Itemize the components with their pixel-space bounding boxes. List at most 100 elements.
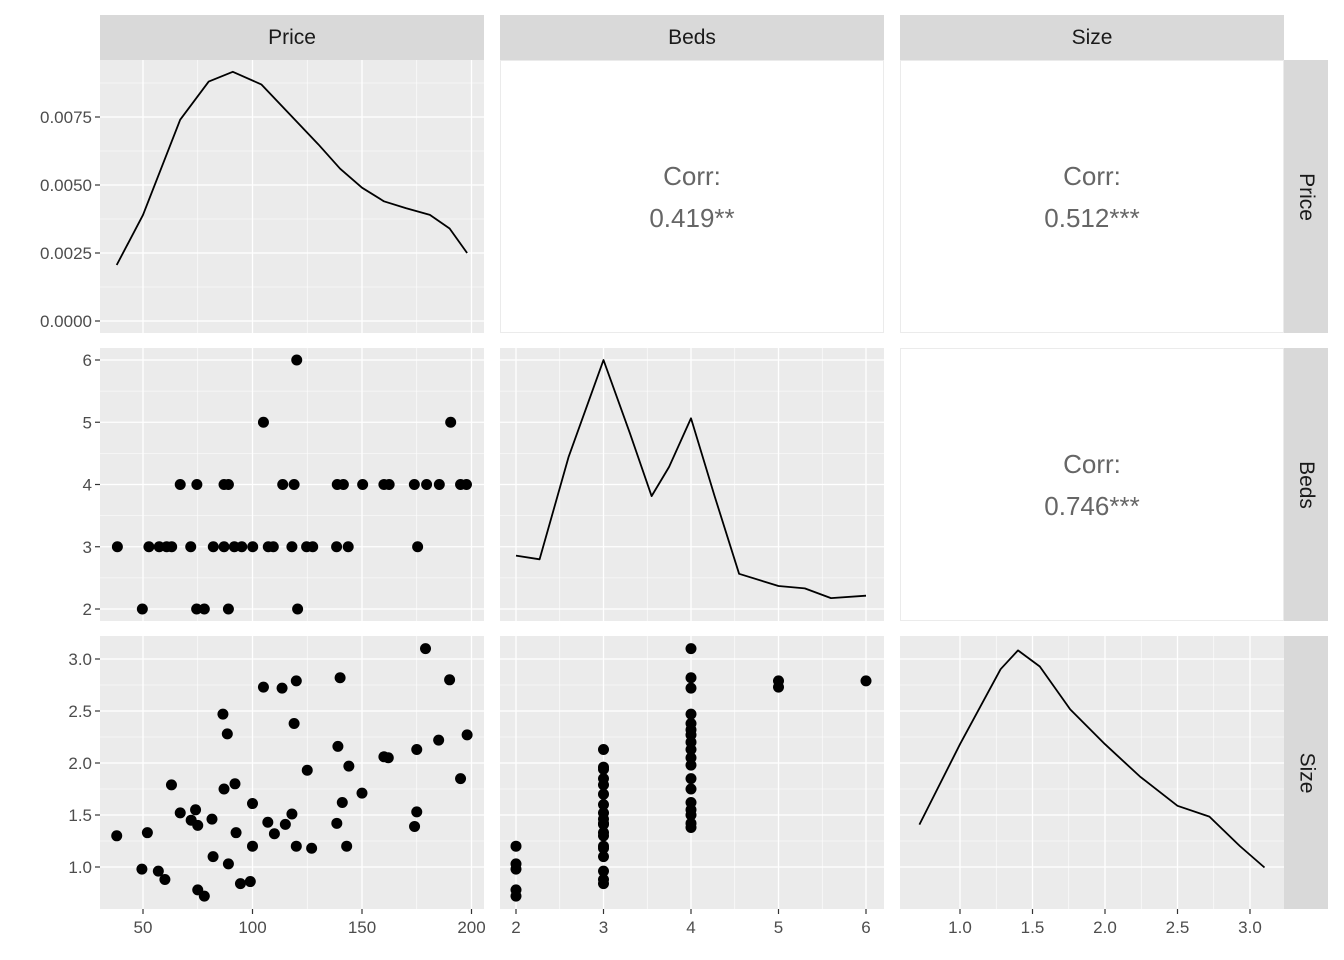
x-tick-label-size: 2.5	[1166, 918, 1190, 937]
strip-label: Beds	[1295, 460, 1318, 509]
point-beds-size	[860, 675, 872, 687]
point-price-size	[192, 819, 204, 831]
panel-r1-c1	[500, 348, 884, 621]
strip-right-price: Price	[1284, 60, 1328, 333]
point-price-beds	[267, 541, 279, 553]
point-beds-size	[685, 752, 697, 764]
point-price-size	[222, 858, 234, 870]
point-price-size	[247, 840, 258, 852]
corr-label: Corr:	[1063, 160, 1121, 191]
point-beds-size	[685, 783, 697, 795]
point-beds-size	[685, 817, 697, 829]
point-beds-size	[685, 672, 697, 684]
point-price-size	[207, 851, 219, 863]
density-line-size	[918, 649, 1266, 869]
x-tick-label-price: 100	[238, 918, 266, 937]
point-price-beds	[198, 603, 210, 615]
point-price-beds	[433, 479, 445, 490]
point-price-size	[165, 779, 177, 791]
corr-label: Corr:	[663, 160, 721, 191]
point-price-beds	[288, 479, 300, 490]
point-price-size	[276, 682, 288, 694]
point-beds-size	[598, 865, 609, 877]
point-beds-size	[598, 799, 609, 811]
point-price-size	[455, 773, 467, 785]
point-beds-size	[598, 840, 609, 852]
point-price-beds	[143, 541, 155, 553]
strip-top-price: Price	[100, 15, 484, 60]
y-tick-label-density: 0.0025	[40, 244, 92, 263]
point-price-size	[286, 808, 298, 820]
strip-label: Size	[1071, 25, 1113, 49]
point-price-size	[218, 783, 230, 795]
point-beds-size	[598, 773, 609, 785]
point-price-beds	[257, 416, 269, 428]
point-price-size	[230, 827, 242, 839]
point-price-size	[244, 876, 256, 888]
x-tick-label-price: 50	[134, 918, 153, 937]
point-price-size	[461, 729, 473, 741]
point-price-beds	[460, 479, 472, 490]
point-beds-size	[685, 643, 697, 655]
point-price-beds	[222, 479, 234, 490]
point-price-size	[221, 728, 233, 740]
point-price-size	[190, 804, 202, 816]
point-price-size	[290, 840, 302, 852]
point-price-size	[356, 787, 368, 799]
strip-top-size: Size	[900, 15, 1284, 60]
point-price-size	[332, 740, 344, 752]
point-price-size	[279, 818, 291, 830]
point-price-beds	[412, 541, 424, 553]
point-price-size	[229, 778, 241, 790]
x-tick-label-beds: 4	[686, 918, 695, 937]
y-tick-label-beds: 6	[83, 351, 92, 370]
point-price-beds	[307, 541, 319, 553]
x-tick-label-beds: 3	[599, 918, 608, 937]
y-tick-label-size: 1.0	[68, 858, 92, 877]
point-price-size	[247, 798, 258, 810]
point-price-size	[334, 672, 346, 684]
point-beds-size	[598, 788, 609, 800]
point-price-beds	[277, 479, 289, 490]
x-tick-label-size: 1.5	[1021, 918, 1045, 937]
point-price-size	[288, 717, 300, 729]
x-tick-label-price: 200	[457, 918, 485, 937]
point-price-size	[257, 681, 269, 693]
point-price-beds	[185, 541, 197, 553]
point-price-size	[411, 806, 423, 818]
strip-label: Price	[268, 25, 316, 49]
corr-value: 0.746***	[1044, 490, 1140, 521]
point-price-size	[159, 873, 171, 885]
point-price-beds	[166, 541, 178, 553]
point-price-size	[420, 643, 432, 655]
point-price-size	[433, 734, 445, 746]
point-beds-size	[598, 743, 609, 755]
corr-label: Corr:	[1063, 448, 1121, 479]
y-tick-label-size: 2.0	[68, 754, 92, 773]
point-price-beds	[111, 541, 123, 553]
point-price-beds	[136, 603, 148, 615]
x-tick-label-size: 2.0	[1093, 918, 1117, 937]
corr-panel-price-size: Corr: 0.512***	[900, 60, 1284, 333]
point-price-beds	[337, 479, 349, 490]
strip-top-beds: Beds	[500, 15, 884, 60]
y-tick-label-beds: 5	[83, 413, 92, 432]
point-price-size	[198, 890, 210, 902]
strip-label: Price	[1295, 172, 1319, 221]
point-price-size	[234, 878, 246, 890]
x-tick-label-beds: 2	[511, 918, 520, 937]
point-price-size	[343, 760, 355, 772]
point-price-beds	[331, 541, 343, 553]
point-price-beds	[342, 541, 354, 553]
point-price-beds	[286, 541, 298, 553]
point-price-size	[206, 813, 218, 825]
point-price-beds	[383, 479, 395, 490]
point-price-beds	[207, 541, 219, 553]
strip-right-beds: Beds	[1284, 348, 1328, 621]
point-price-size	[306, 842, 318, 854]
corr-value: 0.512***	[1044, 202, 1140, 233]
density-line-beds	[515, 359, 867, 599]
panel-r2-c2	[900, 636, 1284, 909]
point-price-size	[152, 865, 164, 877]
